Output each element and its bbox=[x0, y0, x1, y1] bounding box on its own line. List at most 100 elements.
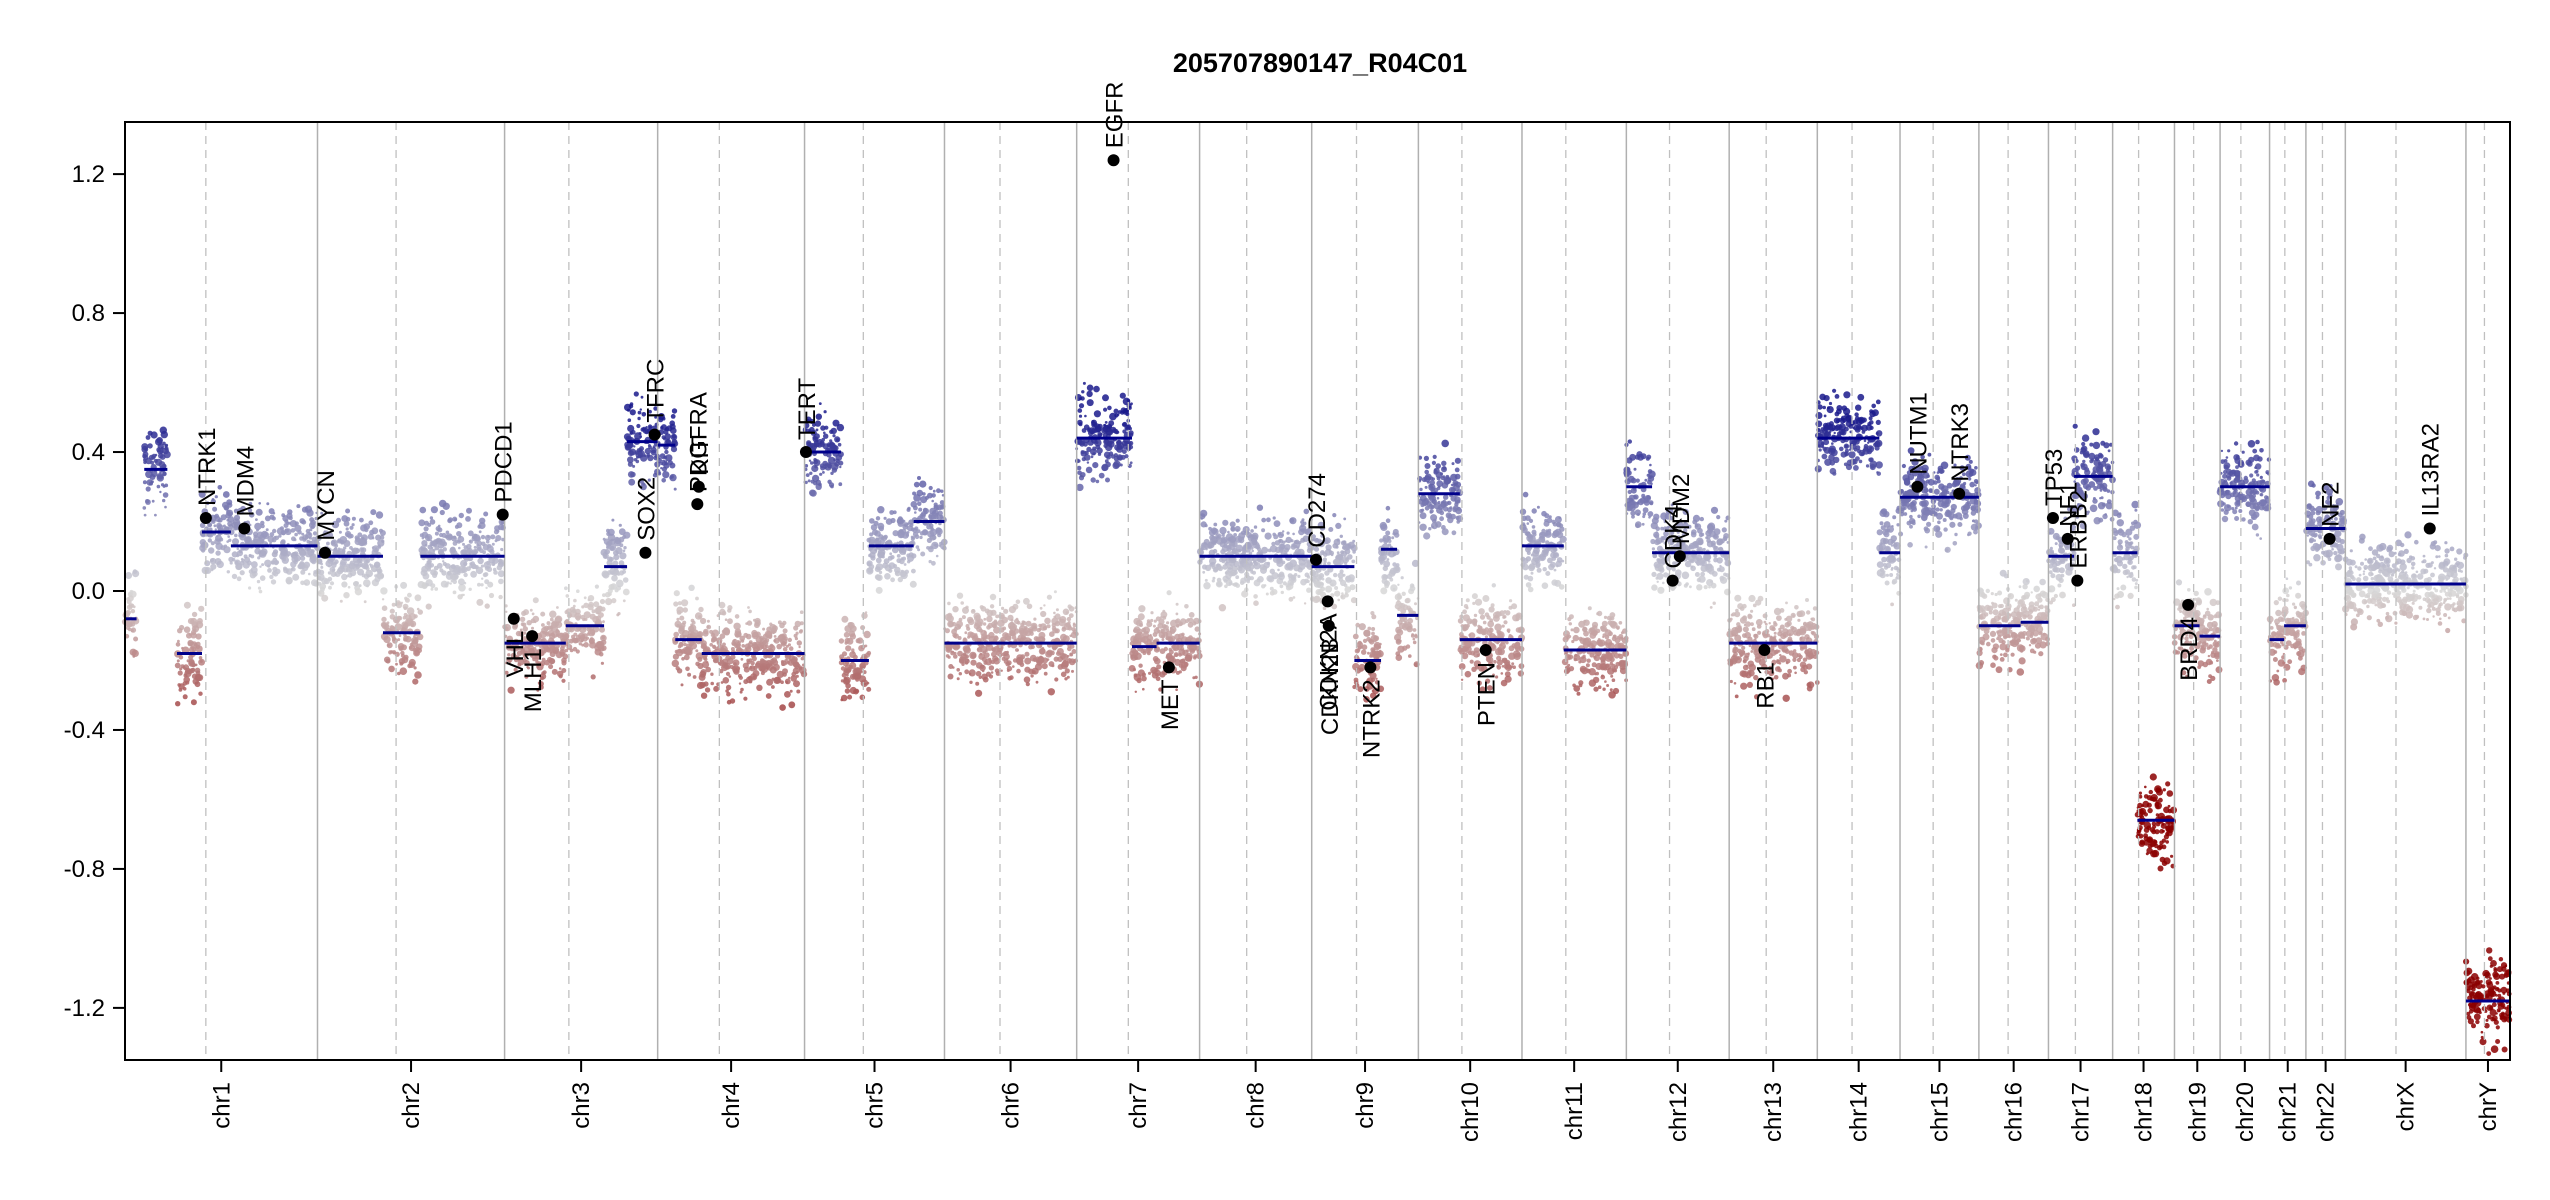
probe-point bbox=[1352, 539, 1356, 543]
probe-point bbox=[670, 414, 676, 419]
probe-point bbox=[1450, 473, 1458, 482]
probe-point bbox=[1303, 508, 1310, 515]
probe-point bbox=[536, 663, 544, 671]
probe-point bbox=[727, 608, 732, 613]
probe-point bbox=[769, 666, 777, 674]
probe-point bbox=[724, 662, 731, 670]
probe-point bbox=[1001, 606, 1005, 611]
probe-point bbox=[1147, 647, 1151, 651]
probe-point bbox=[895, 572, 899, 575]
probe-point bbox=[365, 569, 374, 578]
probe-point bbox=[1142, 687, 1145, 691]
probe-point bbox=[676, 606, 684, 614]
probe-point bbox=[604, 591, 611, 598]
probe-point bbox=[574, 612, 582, 620]
probe-point bbox=[568, 638, 574, 644]
probe-point bbox=[832, 434, 836, 438]
probe-point bbox=[1235, 518, 1240, 523]
probe-point bbox=[1024, 651, 1030, 657]
probe-point bbox=[1294, 548, 1302, 556]
probe-point bbox=[198, 490, 206, 498]
probe-point bbox=[1574, 653, 1578, 657]
probe-point bbox=[1281, 533, 1284, 537]
probe-point bbox=[227, 516, 235, 523]
probe-point bbox=[1599, 663, 1607, 671]
probe-point bbox=[1385, 505, 1391, 511]
probe-point bbox=[1443, 501, 1449, 507]
probe-point bbox=[671, 659, 679, 668]
probe-point bbox=[248, 501, 253, 506]
probe-point bbox=[473, 545, 477, 549]
probe-point bbox=[815, 428, 819, 432]
probe-point bbox=[661, 478, 666, 483]
probe-point bbox=[404, 596, 408, 601]
probe-point bbox=[1216, 535, 1220, 539]
probe-point bbox=[301, 532, 305, 536]
probe-point bbox=[1317, 539, 1326, 548]
probe-point bbox=[1240, 577, 1247, 584]
probe-point bbox=[765, 638, 770, 643]
probe-point bbox=[1253, 594, 1258, 599]
probe-point bbox=[818, 482, 822, 487]
probe-point bbox=[413, 614, 418, 619]
probe-point bbox=[1289, 517, 1297, 525]
probe-point bbox=[458, 546, 461, 550]
probe-point bbox=[531, 652, 538, 660]
probe-point bbox=[397, 638, 401, 642]
probe-point bbox=[1397, 645, 1405, 653]
probe-point bbox=[822, 471, 825, 474]
probe-point bbox=[1650, 482, 1653, 486]
probe-point bbox=[288, 516, 293, 521]
probe-point bbox=[1137, 613, 1145, 621]
probe-point bbox=[481, 577, 484, 580]
probe-point bbox=[1351, 559, 1356, 564]
probe-point bbox=[1064, 677, 1068, 681]
probe-point bbox=[411, 636, 419, 645]
probe-point bbox=[1337, 598, 1340, 602]
probe-point bbox=[451, 573, 459, 581]
probe-point bbox=[325, 559, 333, 568]
probe-point bbox=[725, 684, 732, 691]
probe-point bbox=[247, 508, 253, 513]
probe-point bbox=[1383, 538, 1389, 544]
probe-point bbox=[839, 654, 845, 660]
probe-point bbox=[831, 467, 838, 473]
probe-point bbox=[968, 672, 972, 675]
probe-point bbox=[1595, 671, 1599, 676]
probe-point bbox=[939, 541, 943, 546]
probe-point bbox=[986, 625, 991, 630]
probe-point bbox=[1630, 487, 1637, 494]
probe-point bbox=[317, 573, 325, 581]
probe-point bbox=[1460, 678, 1464, 681]
probe-point bbox=[1587, 606, 1592, 611]
probe-point bbox=[341, 581, 348, 588]
probe-point bbox=[374, 548, 378, 553]
probe-point bbox=[1371, 627, 1376, 631]
probe-point bbox=[689, 624, 697, 632]
probe-point bbox=[671, 440, 675, 444]
probe-point bbox=[992, 638, 998, 643]
probe-point bbox=[1210, 536, 1218, 545]
probe-point bbox=[1413, 662, 1419, 667]
probe-point bbox=[1646, 499, 1650, 503]
probe-point bbox=[839, 465, 842, 469]
probe-point bbox=[724, 618, 728, 621]
probe-point bbox=[1181, 658, 1186, 662]
probe-point bbox=[331, 568, 336, 572]
probe-point bbox=[1222, 564, 1228, 570]
probe-point bbox=[536, 688, 540, 692]
probe-point bbox=[1265, 592, 1269, 596]
probe-point bbox=[599, 626, 605, 633]
probe-point bbox=[1439, 510, 1445, 516]
probe-point bbox=[1139, 623, 1143, 627]
probe-point bbox=[1071, 669, 1074, 673]
probe-point bbox=[1525, 546, 1532, 553]
probe-point bbox=[637, 410, 642, 415]
probe-point bbox=[1495, 675, 1499, 679]
probe-point bbox=[198, 691, 203, 696]
probe-point bbox=[1506, 664, 1512, 670]
probe-point bbox=[975, 689, 983, 697]
probe-point bbox=[1030, 674, 1034, 678]
probe-point bbox=[475, 536, 481, 542]
probe-point bbox=[1323, 560, 1327, 564]
